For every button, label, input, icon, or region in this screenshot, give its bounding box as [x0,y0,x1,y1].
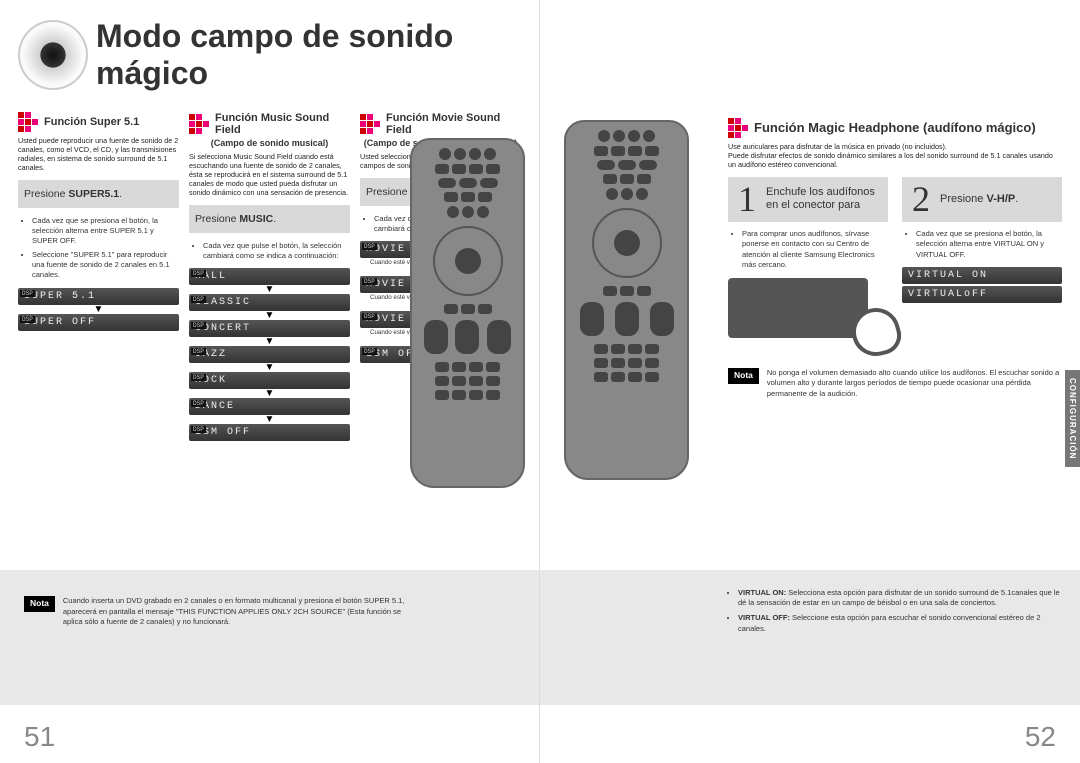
section-heading: Función Movie Sound Field [386,112,521,136]
lcd-line: DSPSUPER 5.1 [18,288,179,305]
page-number: 51 [24,721,55,753]
nota-badge: Nota [24,596,55,612]
lcd-line: DSPDANCE [189,398,350,415]
gray-bullet-list: VIRTUAL ON: Selecciona esta opción para … [710,578,1080,636]
lcd-line: DSPSUPER OFF [18,314,179,331]
arrow-icon [189,114,209,134]
bullet-list: Para comprar unos audífonos, sírvase pon… [728,229,888,270]
speaker-icon [18,20,88,90]
section-desc: Si selecciona Music Sound Field cuando e… [189,152,350,197]
step-number: 1 [734,185,760,214]
section-desc: Usted puede reproducir una fuente de son… [18,136,179,172]
step-1: 1 Enchufe los audífonos en el conector p… [728,177,888,338]
lcd-line: DSPCONCERT [189,320,350,337]
lcd-line: VIRTUALoFF [902,286,1062,303]
step-2: 2 Presione V-H/P. Cada vez que se presio… [902,177,1062,338]
arrow-icon [18,112,38,132]
bullet-list: Cada vez que pulse el botón, la selecció… [189,241,350,261]
section-subheading: (Campo de sonido musical) [189,138,350,148]
section-music: Función Music Sound Field (Campo de soni… [189,112,350,443]
bullet-list: Cada vez que se presiona el botón, la se… [18,216,179,281]
action-bar: Presione SUPER5.1. [18,180,179,208]
step-number: 2 [908,185,934,214]
lcd-line: DSPJAZZ [189,346,350,363]
nota-text: Cuando inserta un DVD grabado en 2 canal… [63,596,419,628]
page-number: 52 [1025,721,1056,753]
nota-badge: Nota [728,368,759,384]
page-title: Modo campo de sonido mágico [96,18,521,92]
remote-illustration [564,120,689,480]
section-heading: Función Magic Headphone (audífono mágico… [754,121,1036,135]
section-heading: Función Super 5.1 [44,116,139,128]
lcd-line: VIRTUAL ON [902,267,1062,284]
action-bar: Presione MUSIC. [189,205,350,233]
receiver-icon [728,278,868,338]
nota-text: No ponga el volumen demasiado alto cuand… [767,368,1062,400]
side-tab: CONFIGURACIÓN [1065,370,1080,467]
lcd-line: DSPCLASSIC [189,294,350,311]
bullet-list: Cada vez que se presiona el botón, la se… [902,229,1062,259]
section-desc: Use auriculares para disfrutar de la mús… [728,142,1062,169]
step-text: Enchufe los audífonos en el conector par… [766,186,882,212]
section-heading: Función Music Sound Field [215,112,350,136]
lcd-line: DSPLSM OFF [189,424,350,441]
section-super51: Función Super 5.1 Usted puede reproducir… [18,112,179,443]
lcd-line: DSPHALL [189,268,350,285]
arrow-icon [728,118,748,138]
remote-illustration [410,138,525,488]
arrow-icon [360,114,380,134]
lcd-line: DSPROCK [189,372,350,389]
